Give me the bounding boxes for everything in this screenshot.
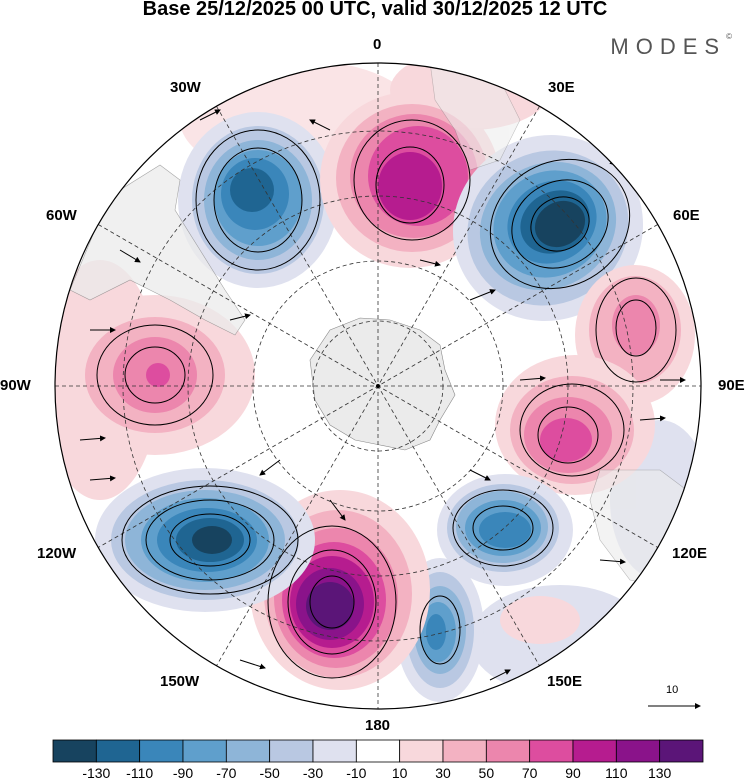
colorbar-tick-label: 70 [521, 765, 538, 781]
colorbar-swatch [139, 739, 184, 763]
lon-label-150w: 150W [160, 673, 200, 690]
colorbar-swatch [355, 739, 401, 763]
lon-label-0: 0 [373, 36, 382, 53]
brand-logo: MODES© [610, 32, 732, 60]
colorbar-swatch [225, 739, 271, 763]
brand-name: MODES [610, 34, 727, 59]
colorbar-swatch [95, 739, 141, 763]
anomaly-high-90w [55, 295, 255, 455]
anomaly-low-indian-ocean [452, 134, 644, 322]
colorbar-swatch [312, 739, 357, 763]
colorbar-tick-label: -30 [302, 765, 324, 781]
colorbar-tick-label: 110 [605, 765, 628, 781]
colorbar-tick-label: -90 [172, 765, 194, 781]
lon-label-90e: 90E [718, 377, 745, 394]
colorbar-swatch [269, 739, 314, 763]
map-title: Base 25/12/2025 00 UTC, valid 30/12/2025… [142, 0, 608, 20]
colorbar-tick-label: -110 [126, 765, 154, 781]
colorbar-tick-label: 50 [478, 765, 495, 781]
lon-label-120e: 120E [672, 545, 708, 562]
colorbar-swatch [529, 739, 574, 763]
colorbar-swatch [182, 739, 227, 763]
south-america-land [69, 164, 246, 336]
lon-label-150e: 150E [547, 673, 583, 690]
map-field [55, 63, 701, 709]
colorbar-tick-label: -10 [346, 765, 367, 781]
colorbar-tick-label: 130 [647, 765, 672, 781]
colorbar-tick-label: -130 [82, 765, 111, 781]
wind-streamlines [96, 119, 677, 679]
colorbar-swatch [485, 739, 531, 763]
south-pole-marker [376, 384, 380, 388]
antarctica-land [309, 317, 456, 451]
colorbar-swatch [659, 739, 704, 763]
colorbar-swatch [615, 739, 661, 763]
colorbar-swatch [442, 739, 487, 763]
colorbar-tick-label: 30 [435, 765, 451, 781]
colorbar-tick-label: -70 [216, 765, 237, 781]
colorbar-tick-label: -50 [259, 765, 280, 781]
reference-vector-label: 10 [666, 684, 679, 696]
lon-label-60w: 60W [46, 207, 77, 224]
colorbar-swatch [399, 739, 444, 763]
anomaly-high-new-zealand [500, 596, 580, 644]
lon-label-30e: 30E [548, 79, 575, 96]
lon-label-30w: 30W [170, 79, 201, 96]
lon-label-120w: 120W [37, 545, 77, 562]
colorbar-swatch [572, 739, 617, 763]
lon-label-90w: 90W [0, 377, 31, 394]
colorbar [52, 739, 704, 763]
colorbar-tick-label: 90 [565, 765, 581, 781]
lon-label-180: 180 [365, 717, 391, 734]
colorbar-tick-label: 10 [391, 765, 408, 781]
map-boundary [54, 62, 702, 710]
brand-mark: © [726, 32, 732, 41]
lon-label-60e: 60E [673, 207, 700, 224]
colorbar-swatch [52, 739, 97, 763]
